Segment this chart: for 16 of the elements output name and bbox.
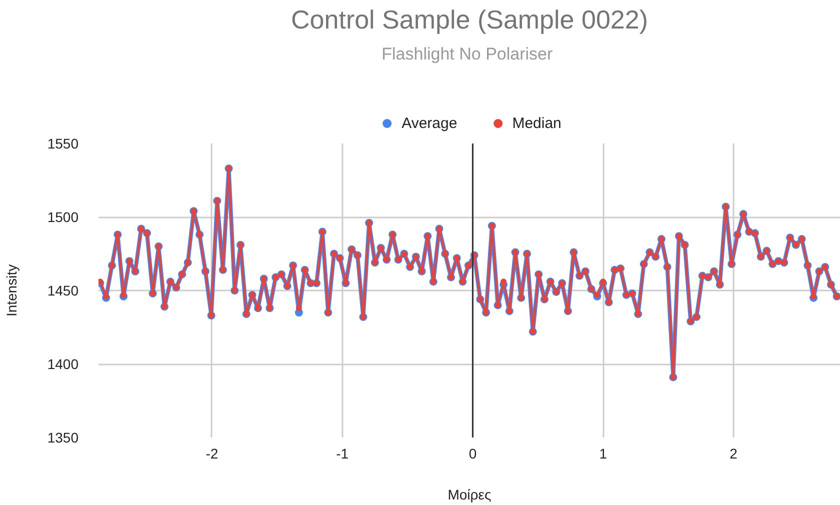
x-tick-label: 0	[468, 446, 477, 462]
x-tick-label: -1	[336, 446, 349, 462]
y-axis-title: Intensity	[3, 264, 20, 317]
x-axis-title: Μοίρες	[448, 486, 492, 502]
y-tick-label: 1550	[47, 136, 79, 152]
y-tick-label: 1450	[47, 282, 79, 298]
x-tick-label: 1	[599, 446, 608, 462]
y-tick-label: 1400	[47, 356, 79, 372]
chart-title: Control Sample (Sample 0022)	[291, 4, 648, 34]
legend-label: Average	[402, 114, 458, 132]
y-tick-label: 1350	[47, 430, 79, 446]
y-tick-label: 1500	[47, 209, 79, 225]
chart-subtitle: Flashlight No Polariser	[382, 44, 553, 64]
legend-label: Median	[512, 114, 562, 132]
x-tick-label: 2	[730, 446, 738, 462]
x-tick-label: -2	[206, 446, 218, 462]
